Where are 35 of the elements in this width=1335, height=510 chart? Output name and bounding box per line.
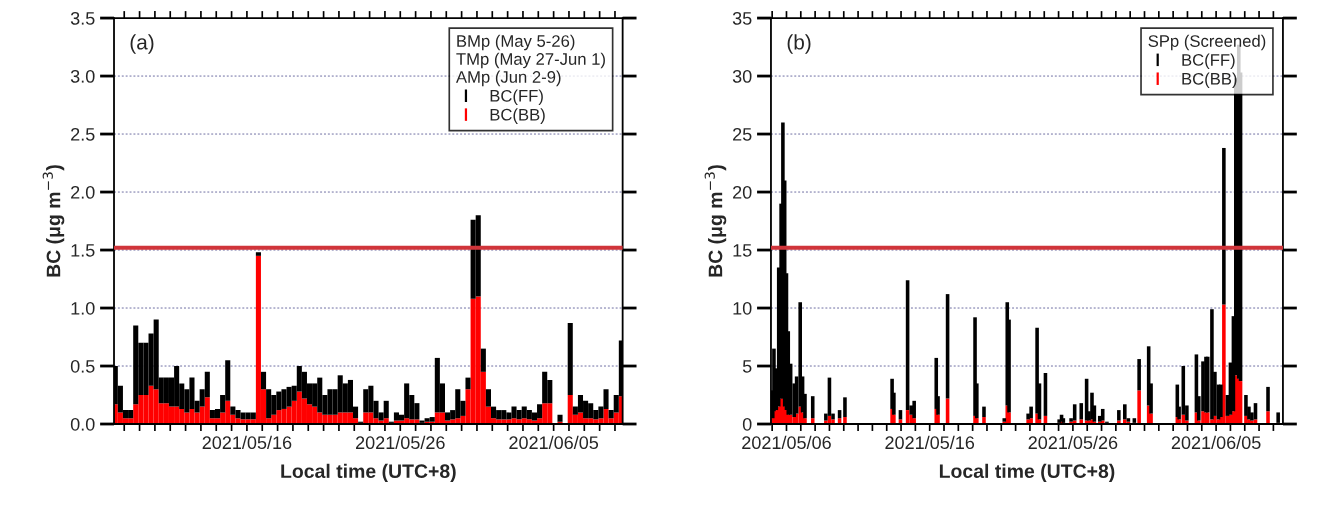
x-tick-label: 2021/05/16	[202, 435, 292, 450]
x-tick-label: 2021/05/26	[1028, 435, 1118, 450]
y-tick-label: 20	[733, 185, 752, 199]
y-tick-label: 0.5	[70, 359, 95, 373]
y-tick-label: 5	[742, 360, 752, 373]
y-tick-label: 3.5	[70, 11, 95, 25]
legend-label: BC(BB)	[1182, 72, 1237, 88]
y-tick-label: 30	[732, 69, 752, 83]
y-tick-label: 10	[733, 301, 752, 315]
x-tick-label: 2021/05/06	[742, 435, 831, 450]
annotation: (a)	[130, 34, 154, 54]
y-tick-label: 0.0	[70, 417, 95, 431]
y-axis-title: BC (μg m$^{−3}$)	[42, 165, 65, 277]
y-tick-label: 0	[742, 417, 752, 431]
x-tick-label: 2021/06/05	[1171, 435, 1261, 450]
y-tick-label: 35	[732, 11, 752, 25]
x-tick-label: 2021/06/05	[509, 435, 599, 450]
y-tick-label: 3.0	[70, 69, 95, 83]
y-axis-title: BC (μg m$^{−3}$)	[704, 165, 727, 277]
x-tick-label: 2021/05/26	[356, 435, 445, 450]
legend-label: BC(FF)	[490, 89, 543, 106]
x-axis-title: Local time (UTC+8)	[939, 463, 1115, 482]
legend-label: BC(FF)	[1182, 53, 1235, 70]
x-tick-label: 2021/05/16	[885, 435, 975, 450]
annotation: (b)	[787, 34, 811, 54]
legend-title: SPp (Screened)	[1148, 34, 1266, 51]
y-tick-label: 2.5	[71, 127, 95, 141]
x-axis-title: Local time (UTC+8)	[281, 463, 456, 482]
y-tick-label: 1.5	[71, 244, 95, 257]
y-tick-label: 25	[733, 127, 752, 141]
y-tick-label: 1.0	[71, 301, 95, 315]
y-tick-label: 15	[733, 244, 752, 257]
legend-title: BMp (May 5-26) TMp (May 27-Jun 1) AMp (Jun 2-9)	[455, 34, 605, 87]
legend-label: BC(BB)	[490, 108, 545, 124]
y-tick-label: 2.0	[71, 185, 95, 199]
